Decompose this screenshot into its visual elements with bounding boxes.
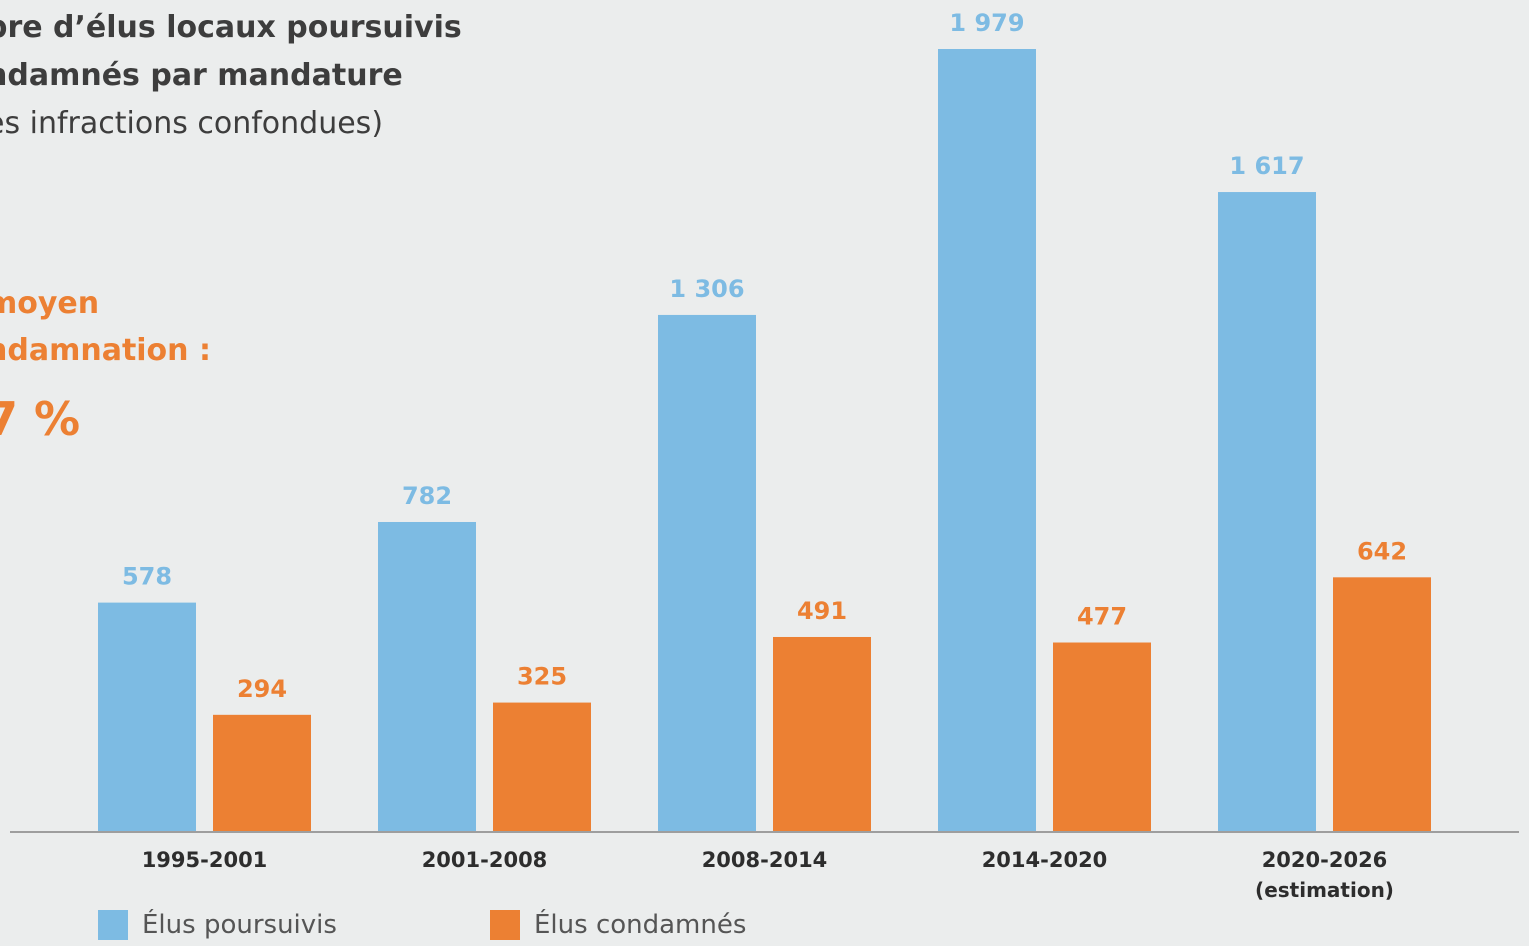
chart-title-line-2: ndamnés par mandature — [0, 58, 403, 93]
data-label-poursuivis-4: 1 617 — [1229, 152, 1304, 180]
bar-poursuivis-0 — [98, 602, 196, 831]
bar-condamnes-1 — [493, 702, 591, 831]
legend-swatch-poursuivis — [98, 910, 128, 940]
data-label-poursuivis-3: 1 979 — [949, 9, 1024, 37]
x-tick-label-2: 2008-2014 — [702, 848, 828, 872]
legend-label-condamnes: Élus condamnés — [534, 910, 747, 940]
bar-condamnes-2 — [773, 636, 871, 831]
data-label-poursuivis-0: 578 — [122, 563, 172, 591]
x-tick-label-1: 2001-2008 — [422, 848, 548, 872]
x-tick-label-4: 2020-2026 — [1262, 848, 1388, 872]
chart-subtitle: es infractions confondues) — [0, 106, 384, 141]
data-label-condamnes-3: 477 — [1077, 603, 1127, 631]
legend-label-poursuivis: Élus poursuivis — [142, 910, 337, 940]
bar-condamnes-3 — [1053, 642, 1151, 831]
legend-item-condamnes: Élus condamnés — [490, 905, 746, 945]
chart-title: bre d’élus locaux poursuivis ndamnés par… — [0, 4, 462, 148]
data-label-condamnes-1: 325 — [517, 663, 567, 691]
data-label-poursuivis-2: 1 306 — [669, 275, 744, 303]
legend-swatch-condamnes — [490, 910, 520, 940]
legend-item-poursuivis: Élus poursuivis — [98, 905, 337, 945]
data-label-condamnes-0: 294 — [237, 675, 287, 703]
data-label-condamnes-2: 491 — [797, 597, 847, 625]
data-label-poursuivis-1: 782 — [402, 482, 452, 510]
rate-value: 7 % — [0, 392, 81, 446]
bar-poursuivis-3 — [938, 49, 1036, 831]
rate-label-line-2: ndamnation : — [0, 333, 211, 368]
bar-poursuivis-1 — [378, 521, 476, 831]
x-tick-label-3: 2014-2020 — [982, 848, 1108, 872]
data-label-condamnes-4: 642 — [1357, 537, 1407, 565]
conviction-rate-callout: moyen ndamnation : 7 % — [0, 280, 211, 443]
bar-condamnes-0 — [213, 714, 311, 831]
chart-title-line-1: bre d’élus locaux poursuivis — [0, 10, 462, 45]
x-tick-label-0: 1995-2001 — [142, 848, 268, 872]
bar-poursuivis-2 — [658, 314, 756, 832]
bar-poursuivis-4 — [1218, 192, 1316, 832]
rate-label-line-1: moyen — [0, 286, 100, 321]
x-tick-label-4-line-1: (estimation) — [1255, 878, 1394, 902]
bar-condamnes-4 — [1333, 577, 1431, 831]
